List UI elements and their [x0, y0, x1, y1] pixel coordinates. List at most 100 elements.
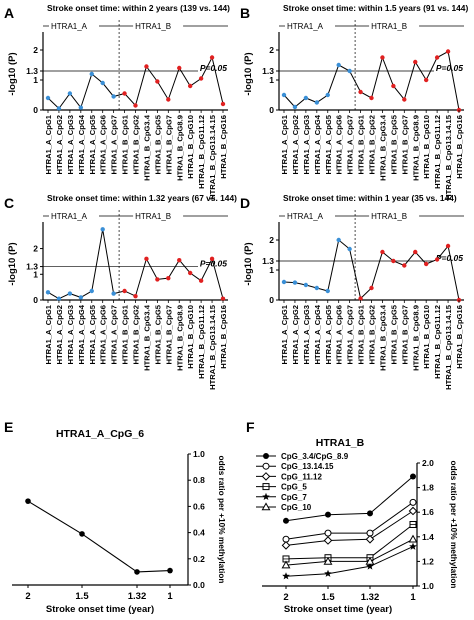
x-tick-label: HTRA1_B_CpG16 [455, 305, 464, 369]
panel-letter: C [4, 195, 14, 211]
y-tick-label: 1.6 [422, 507, 434, 517]
point-htra1-a [78, 295, 84, 300]
point-htra1-b [198, 76, 204, 81]
marker-open-square [262, 483, 270, 491]
panel-title: Stroke onset time: within 1 year (35 vs.… [283, 193, 457, 203]
marker-triangle [408, 534, 418, 543]
point-htra1-a [292, 280, 298, 285]
point-htra1-a [78, 105, 84, 110]
marker-open-square [409, 521, 417, 528]
series-line [283, 50, 460, 111]
point-htra1-a [303, 95, 309, 101]
x-tick-label: HTRA1_A_CpG7 [346, 305, 355, 365]
x-axis-label: Stroke onset time (year) [46, 604, 154, 615]
threshold-label-bg [434, 252, 464, 262]
panel-title: HTRA1_B [316, 437, 365, 449]
y-tick-label: 1 [269, 265, 274, 275]
y-axis-label: odds ratio per +10% methylation [217, 456, 227, 584]
legend-label: CpG_7 [281, 493, 307, 502]
panel-e: E HTRA1_A_CpG_6 0.0 0.2 0.4 0.6 0.8 1.0 odds rat… [4, 419, 227, 615]
marker-filled-circle [283, 517, 289, 524]
point-htra1-a [281, 279, 287, 285]
x-tick-label: HTRA1_B_CpG3.4 [142, 114, 151, 181]
marker-star [366, 562, 374, 570]
legend-label: CpG_13.14.15 [281, 462, 334, 471]
x-tick-label: HTRA1_A_CpG1 [44, 114, 53, 174]
marker-triangle [281, 560, 291, 569]
point-htra1-b [434, 55, 440, 60]
marker-open-circle [409, 498, 417, 506]
x-tick-label: HTRA1_B_CpG8.9 [411, 115, 420, 181]
marker-star [324, 569, 332, 577]
data-point [79, 531, 85, 537]
y-tick-label: 1.3 [262, 66, 274, 76]
marker-triangle [323, 556, 333, 565]
y-tick-label: 2 [33, 45, 38, 55]
region-label-b: HTRA1_B [371, 212, 407, 221]
x-tick-label: HTRA1_B_CpG11.12 [433, 115, 442, 189]
marker-diamond [261, 472, 271, 481]
x-tick-label: HTRA1_B_CpG1 [357, 304, 366, 364]
marker-open-circle [262, 462, 270, 470]
point-htra1-b [445, 243, 451, 249]
point-htra1-b [166, 275, 171, 281]
x-tick-label: HTRA1_B_CpG16 [219, 115, 228, 179]
panel-f: F HTRA1_B 1.0 1.2 1.4 1.6 1.8 2.0 odds ratio per… [246, 419, 459, 615]
y-tick-label: 1 [33, 75, 38, 85]
y-axis-label: -log10 (P) [243, 52, 254, 95]
y-tick-label: 1.3 [26, 262, 38, 272]
x-tick-label: HTRA1_B_CpG7 [400, 115, 409, 175]
point-htra1-b [122, 91, 127, 96]
panel-title: Stroke onset time: within 1.32 years (67… [47, 193, 237, 203]
panel-a: A Stroke onset time: within 2 years (139 … [4, 3, 230, 200]
series [281, 534, 418, 569]
x-tick-label: HTRA1_A_CpG5 [88, 114, 97, 174]
point-htra1-b [166, 97, 171, 102]
point-htra1-b [122, 288, 127, 294]
x-tick-label: 1 [410, 592, 416, 603]
marker-open-circle [324, 529, 332, 537]
region-label-bg [133, 20, 184, 31]
region-label-bg [285, 210, 335, 221]
series [283, 473, 416, 524]
x-tick-label: HTRA1_A_CpG3 [302, 305, 311, 365]
marker-star [262, 492, 270, 500]
legend-label: CpG_11.12 [281, 472, 322, 481]
point-htra1-a [292, 104, 298, 110]
x-tick-label: 1.5 [75, 591, 89, 602]
y-tick-label: 2 [269, 235, 274, 245]
region-label-bg [49, 20, 99, 31]
point-htra1-b [155, 79, 160, 84]
point-htra1-a [314, 100, 320, 105]
series [282, 521, 417, 563]
series-line [285, 476, 414, 522]
x-tick-label: HTRA1_A_CpG5 [324, 114, 333, 174]
point-htra1-b [423, 261, 429, 267]
data-point [134, 569, 140, 575]
x-tick-label: HTRA1_A_CpG4 [313, 304, 322, 364]
y-tick-label: 0.6 [193, 501, 205, 511]
x-tick-label: HTRA1_A_CpG5 [88, 304, 97, 364]
x-tick-label: HTRA1_A_CpG4 [77, 114, 86, 174]
x-tick-label: HTRA1_B_CpG7 [164, 305, 173, 365]
region-label-bg [285, 20, 335, 31]
y-tick-label: 1.2 [422, 556, 434, 566]
x-tick-label: HTRA1_B_CpG11.12 [433, 305, 442, 379]
x-tick-label: HTRA1_B_CpG7 [400, 305, 409, 365]
x-tick-label: HTRA1_B_CpG3.4 [378, 114, 387, 181]
point-htra1-a [111, 94, 116, 99]
point-htra1-b [209, 256, 215, 262]
y-tick-label: 0.2 [193, 554, 205, 564]
x-tick-label: HTRA1_A_CpG5 [324, 304, 333, 364]
marker-star [282, 572, 290, 580]
x-tick-label: HTRA1_B_CpG7 [164, 115, 173, 175]
point-htra1-b [391, 258, 396, 264]
x-tick-label: HTRA1_B_CpG2 [132, 115, 141, 175]
y-tick-label: 1.3 [262, 256, 274, 266]
point-htra1-b [369, 95, 374, 101]
point-htra1-b [380, 55, 385, 60]
point-htra1-a [336, 237, 341, 243]
panel-letter: B [240, 5, 250, 21]
panel-letter: F [246, 419, 255, 435]
x-tick-label: HTRA1_A_CpG4 [77, 304, 86, 364]
